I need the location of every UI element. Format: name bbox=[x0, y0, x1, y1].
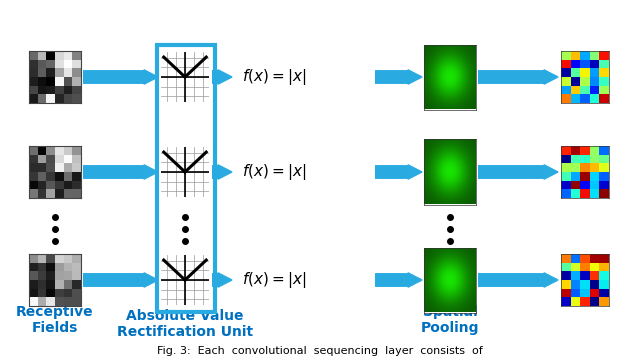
Text: Absolute Value
Rectification Unit: Absolute Value Rectification Unit bbox=[117, 309, 253, 339]
Polygon shape bbox=[544, 165, 558, 179]
Polygon shape bbox=[408, 273, 422, 287]
Text: $f(x) = |x|$: $f(x) = |x|$ bbox=[242, 270, 307, 290]
Text: $f(x) = |x|$: $f(x) = |x|$ bbox=[242, 162, 307, 182]
Text: $f(x) = |x|$: $f(x) = |x|$ bbox=[242, 67, 307, 87]
Text: Receptive
Fields: Receptive Fields bbox=[16, 305, 94, 335]
Polygon shape bbox=[408, 70, 422, 84]
Polygon shape bbox=[218, 70, 232, 84]
Polygon shape bbox=[218, 273, 232, 287]
Polygon shape bbox=[218, 165, 232, 179]
Text: Fig. 3:  Each  convolutional  sequencing  layer  consists  of: Fig. 3: Each convolutional sequencing la… bbox=[157, 346, 483, 356]
Text: Spatial
Pooling: Spatial Pooling bbox=[420, 305, 479, 335]
Polygon shape bbox=[544, 70, 558, 84]
Polygon shape bbox=[408, 165, 422, 179]
Polygon shape bbox=[144, 165, 158, 179]
Polygon shape bbox=[144, 70, 158, 84]
Polygon shape bbox=[544, 273, 558, 287]
Polygon shape bbox=[144, 273, 158, 287]
